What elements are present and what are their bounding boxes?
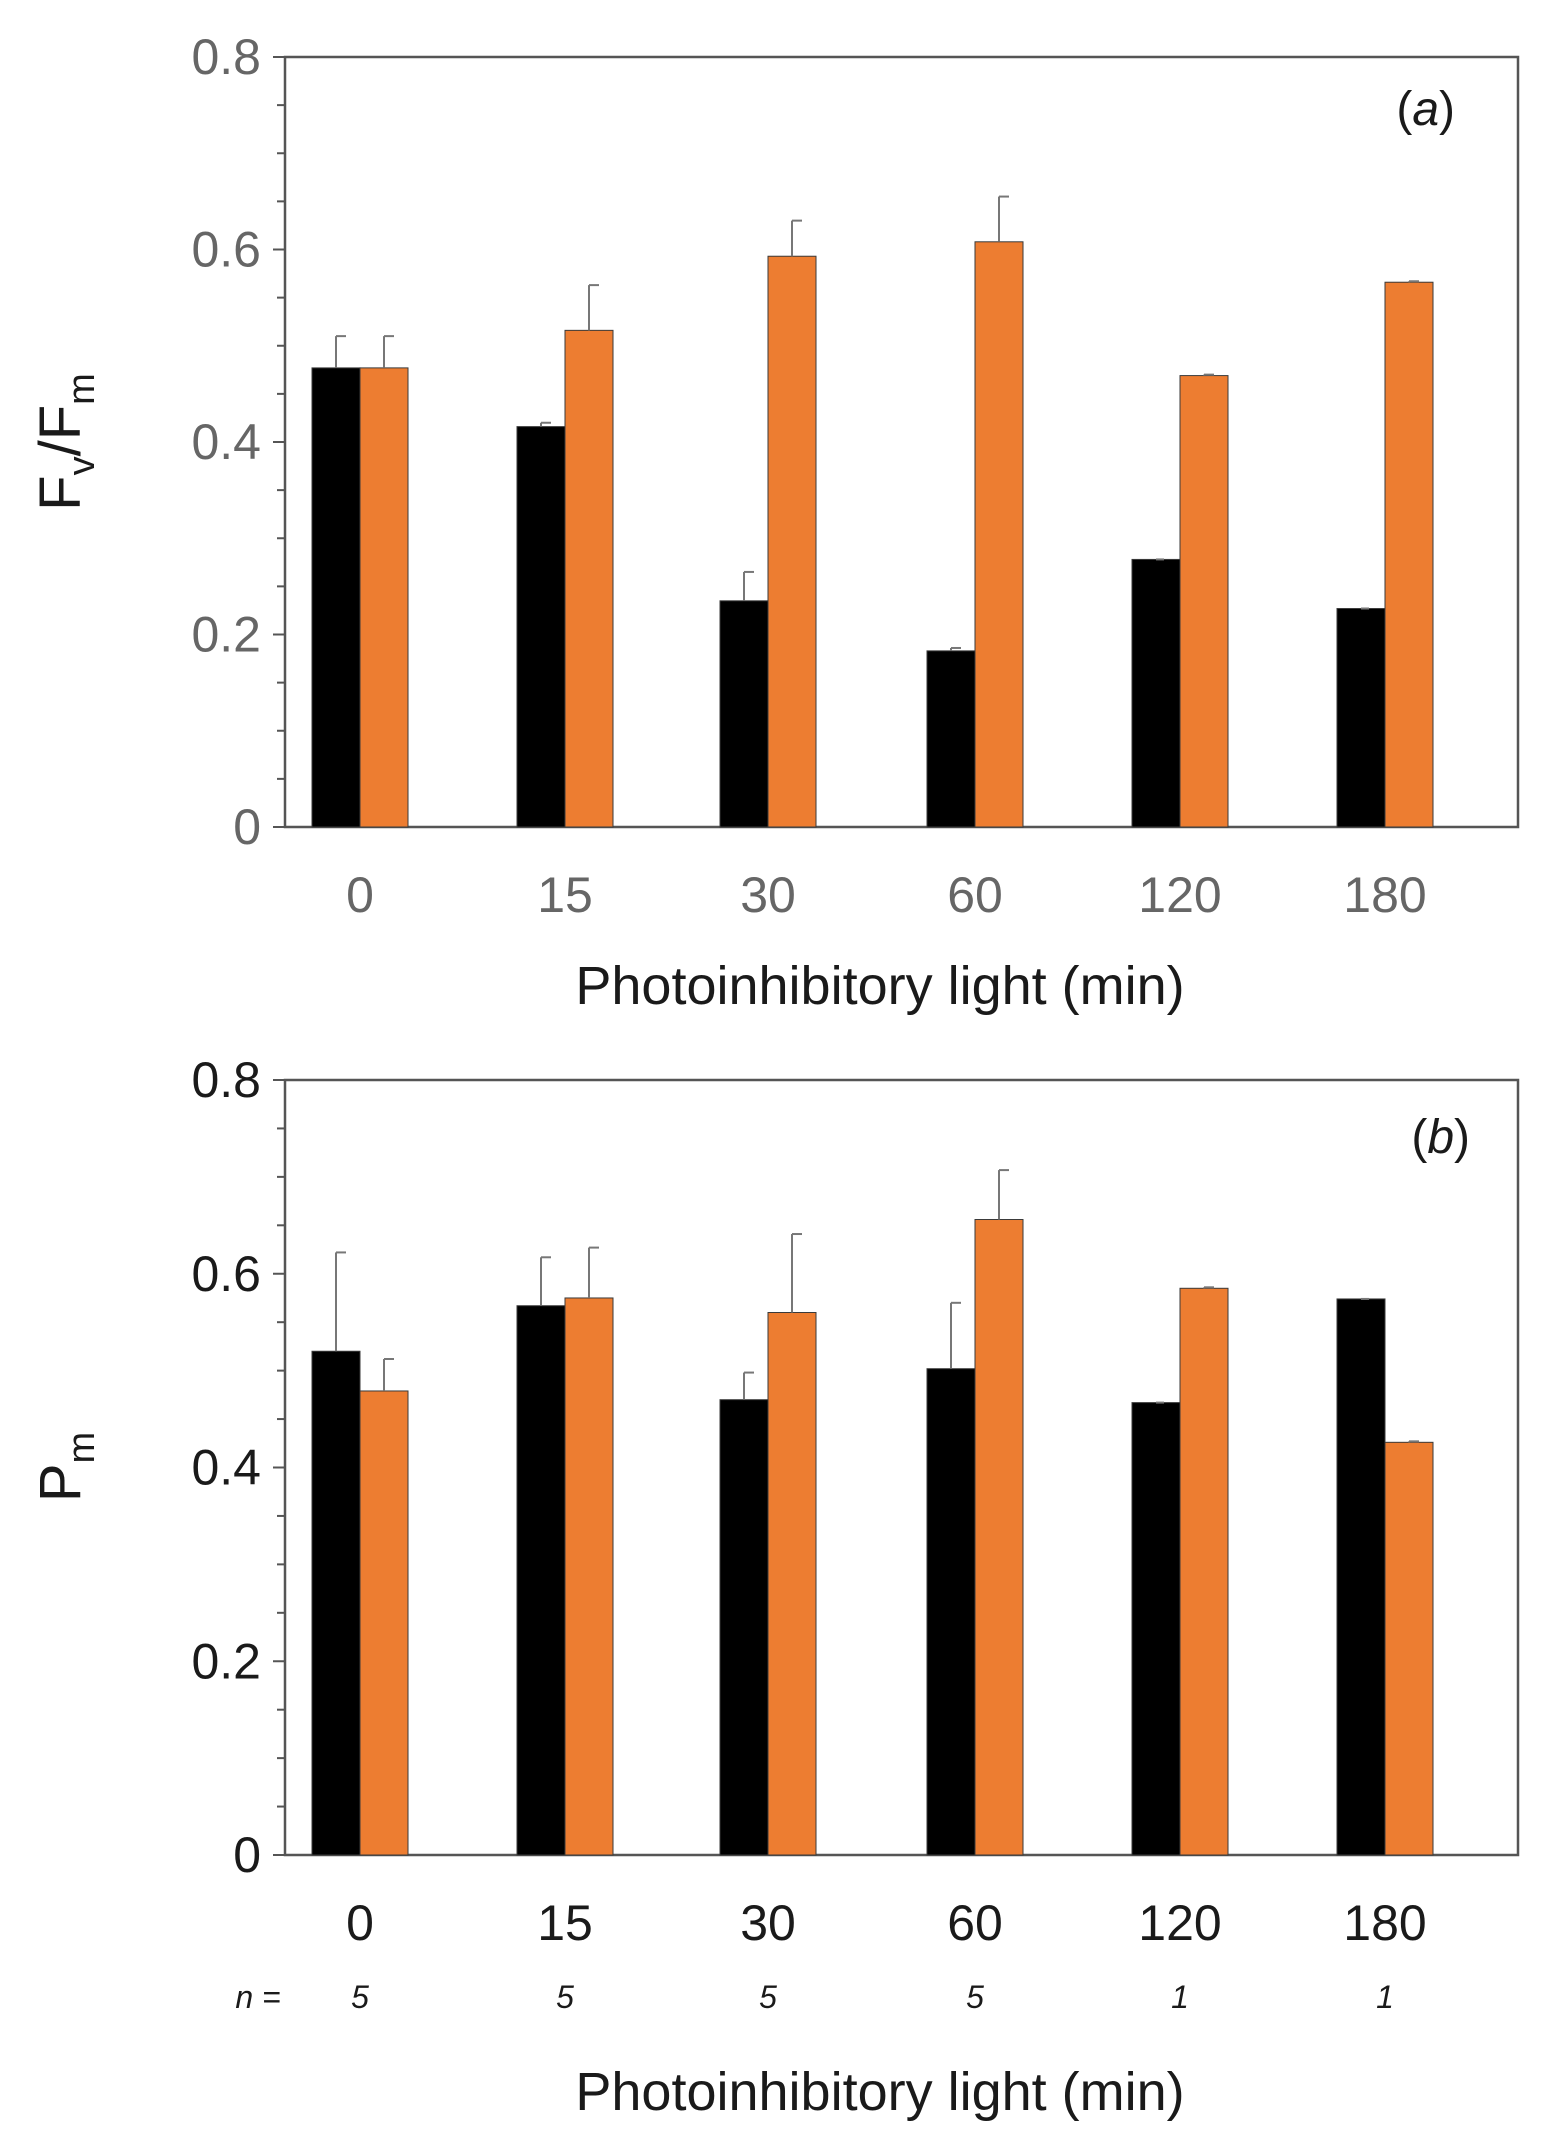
bar-series-1 <box>516 426 566 828</box>
plot-frame-b <box>283 1078 1520 1857</box>
panel-label-b: (b) <box>1411 1111 1470 1164</box>
y-tick-label: 0.4 <box>191 1440 261 1496</box>
bar-series-1 <box>311 1350 361 1856</box>
x-tick-label: 15 <box>537 867 593 923</box>
y-tick-label: 0.6 <box>191 1246 261 1302</box>
x-axis-a: 0 15 30 60 120 180 <box>346 867 1427 923</box>
y-tick-label: 0.8 <box>191 1052 261 1108</box>
x-tick-label: 60 <box>947 867 1003 923</box>
y-tick-label: 0.2 <box>191 1633 261 1689</box>
n-value: 5 <box>556 1979 574 2015</box>
x-tick-label: 180 <box>1343 867 1426 923</box>
bar-series-2 <box>974 1219 1024 1856</box>
x-tick-label: 0 <box>346 867 374 923</box>
x-tick-label: 30 <box>740 1895 796 1951</box>
n-value: 5 <box>759 1979 777 2015</box>
x-tick-label: 120 <box>1138 867 1221 923</box>
sample-size-row: 5 5 5 5 1 1 <box>351 1979 1394 2015</box>
x-tick-label: 0 <box>346 1895 374 1951</box>
x-tick-label: 30 <box>740 867 796 923</box>
y-tick-label: 0 <box>233 799 261 855</box>
panel-a: 0 0.2 0.4 0.6 0.8 0 15 30 60 120 180 (a) Fv/Fm Ph… <box>28 29 1520 1016</box>
bar-series-2 <box>1384 1441 1434 1856</box>
x-tick-label: 15 <box>537 1895 593 1951</box>
bar-series-2 <box>564 1297 614 1856</box>
bar-series-2 <box>1384 281 1434 828</box>
bars-b <box>311 1169 1434 1856</box>
y-axis-label-a: Fv/Fm <box>28 373 103 511</box>
bar-series-2 <box>359 367 409 828</box>
bar-series-2 <box>767 255 817 828</box>
x-axis-b: 0 15 30 60 120 180 <box>346 1895 1427 1951</box>
bar-series-1 <box>1131 1402 1181 1856</box>
y-axis-a: 0 0.2 0.4 0.6 0.8 <box>191 29 285 855</box>
bar-series-2 <box>1179 375 1229 828</box>
bar-series-1 <box>926 1368 976 1856</box>
bar-series-2 <box>564 329 614 828</box>
bar-series-1 <box>1336 1298 1386 1856</box>
y-tick-label: 0.2 <box>191 607 261 663</box>
n-value: 5 <box>351 1979 369 2015</box>
y-tick-label: 0.4 <box>191 414 261 470</box>
bar-series-1 <box>926 650 976 828</box>
y-axis-label-b: Pm <box>28 1432 103 1502</box>
bar-series-2 <box>974 241 1024 828</box>
y-tick-label: 0 <box>233 1827 261 1883</box>
panel-label-a: (a) <box>1396 83 1455 136</box>
bar-series-1 <box>1336 608 1386 828</box>
bar-series-1 <box>311 367 361 828</box>
n-prefix-label: n = <box>235 1979 280 2015</box>
n-value: 5 <box>966 1979 984 2015</box>
x-tick-label: 60 <box>947 1895 1003 1951</box>
x-tick-label: 120 <box>1138 1895 1221 1951</box>
x-tick-label: 180 <box>1343 1895 1426 1951</box>
bars-a <box>311 195 1434 828</box>
bar-series-2 <box>1179 1287 1229 1856</box>
bar-series-1 <box>516 1305 566 1856</box>
n-value: 1 <box>1171 1979 1189 2015</box>
x-axis-label-a: Photoinhibitory light (min) <box>575 956 1184 1016</box>
panel-b: 0 0.2 0.4 0.6 0.8 0 15 30 60 120 180 5 5 5 5 1 1 (b) P… <box>28 1052 1520 2122</box>
y-axis-b: 0 0.2 0.4 0.6 0.8 <box>191 1052 285 1883</box>
bar-series-2 <box>359 1390 409 1856</box>
bar-series-1 <box>1131 558 1181 828</box>
bar-series-1 <box>719 600 769 828</box>
bar-series-1 <box>719 1399 769 1856</box>
bar-series-2 <box>767 1312 817 1856</box>
plot-frame-a <box>283 55 1520 829</box>
x-axis-label-b: Photoinhibitory light (min) <box>575 2062 1184 2122</box>
y-tick-label: 0.8 <box>191 29 261 85</box>
y-tick-label: 0.6 <box>191 222 261 278</box>
n-value: 1 <box>1376 1979 1394 2015</box>
